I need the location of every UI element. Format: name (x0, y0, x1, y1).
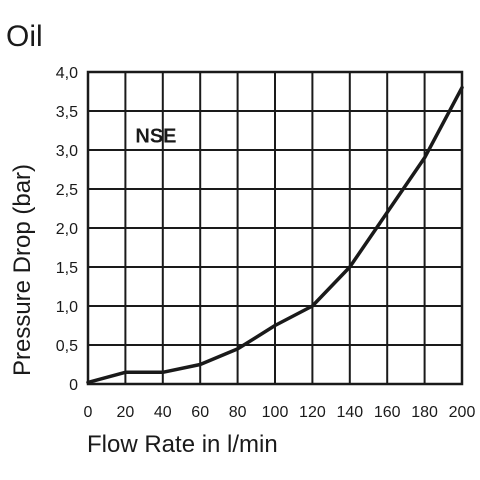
series-line (86, 85, 464, 385)
chart-title: Oil (6, 20, 43, 53)
x-axis-label: Flow Rate in l/min (87, 431, 278, 458)
y-tick-label-1: 0,5 (56, 338, 78, 355)
y-tick-label-6: 3,0 (56, 143, 78, 160)
y-tick-label-2: 1,0 (56, 299, 78, 316)
x-tick-label-4: 80 (229, 404, 247, 421)
x-tick-label-7: 140 (336, 404, 363, 421)
y-tick-label-5: 2,5 (56, 182, 78, 199)
y-axis-label: Pressure Drop (bar) (9, 164, 36, 376)
series-annotation-nse: NSE (135, 126, 176, 148)
x-axis-ticks: 0 20 40 60 80 100 120 140 160 180 200 (84, 404, 476, 421)
y-tick-label-7: 3,5 (56, 104, 78, 121)
x-tick-label-10: 200 (449, 404, 476, 421)
y-tick-label-3: 1,5 (56, 260, 78, 277)
x-tick-label-2: 40 (154, 404, 172, 421)
grid (87, 71, 463, 385)
x-tick-label-3: 60 (191, 404, 209, 421)
x-tick-label-1: 20 (117, 404, 135, 421)
y-axis-ticks: 0 0,5 1,0 1,5 2,0 2,5 3,0 3,5 4,0 (56, 65, 78, 394)
y-tick-label-4: 2,0 (56, 221, 78, 238)
x-tick-label-9: 180 (411, 404, 438, 421)
plot-frame (86, 70, 464, 386)
x-tick-label-6: 120 (299, 404, 326, 421)
x-tick-label-5: 100 (262, 404, 289, 421)
y-tick-label-0: 0 (69, 377, 78, 394)
y-tick-label-8: 4,0 (56, 65, 78, 82)
x-tick-label-8: 160 (374, 404, 401, 421)
x-tick-label-0: 0 (84, 404, 93, 421)
